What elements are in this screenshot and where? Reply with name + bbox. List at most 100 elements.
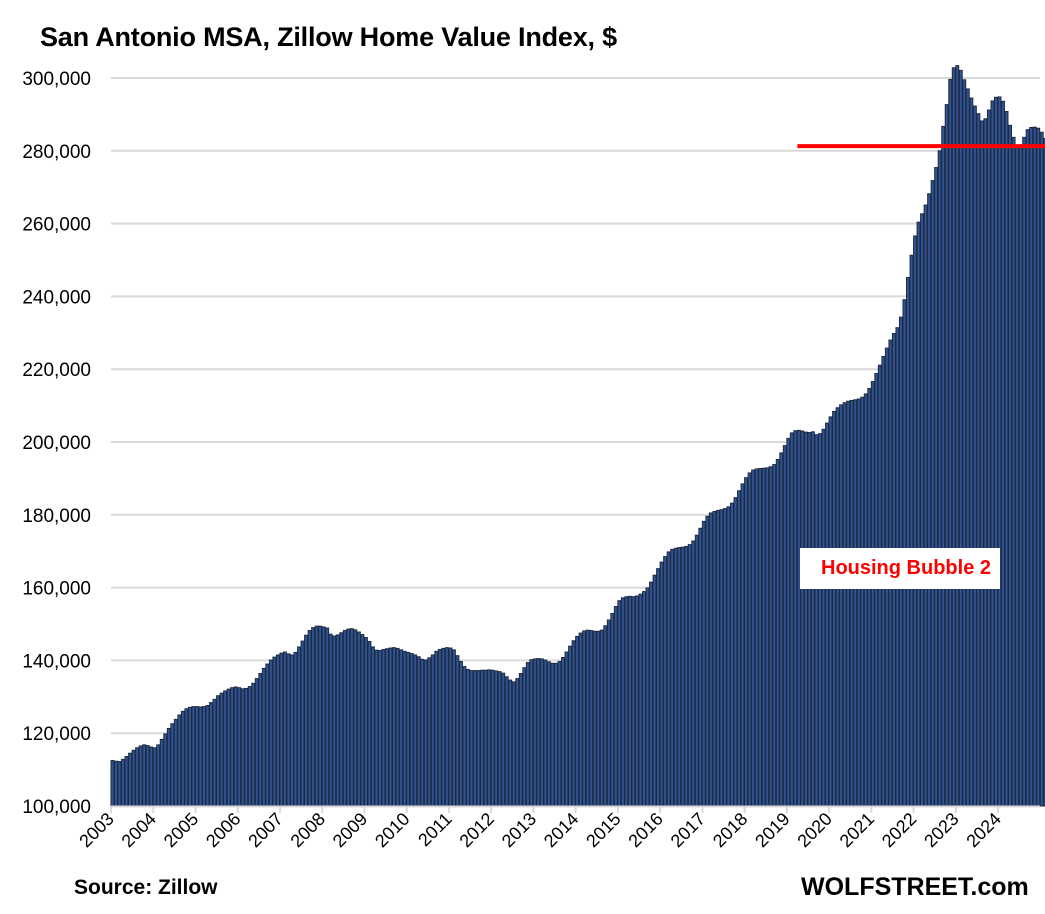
x-tick-label: 2019	[751, 809, 793, 851]
bar	[145, 745, 150, 807]
y-tick-label: 220,000	[22, 360, 91, 381]
bar-series	[110, 65, 1045, 807]
bar	[265, 663, 270, 807]
bar	[955, 65, 960, 807]
bar	[744, 477, 749, 807]
x-axis-labels: 2003 2004 2005 2006 2007 2008 2009 2010 2011 2012…	[75, 809, 1004, 851]
bar	[356, 631, 361, 807]
bar	[906, 276, 910, 807]
bar	[370, 646, 375, 807]
bar	[557, 660, 562, 807]
bar	[473, 670, 477, 807]
bar	[163, 733, 168, 807]
bar	[920, 213, 925, 807]
bar	[194, 706, 199, 807]
bar	[360, 634, 365, 807]
x-tick-label: 2004	[118, 809, 160, 851]
x-tick-label: 2011	[414, 809, 456, 851]
bar	[694, 534, 699, 807]
bar	[395, 647, 400, 807]
bar	[578, 632, 583, 807]
bar	[860, 396, 865, 807]
bar	[793, 430, 798, 807]
bar	[733, 497, 738, 807]
bar	[634, 595, 639, 807]
bar	[342, 630, 347, 807]
bar	[339, 632, 344, 807]
bar	[275, 654, 280, 807]
bar	[958, 69, 963, 807]
bar	[990, 100, 995, 807]
bar	[758, 468, 763, 807]
bar	[490, 669, 495, 807]
bar	[497, 671, 502, 807]
bar	[304, 634, 309, 807]
bar	[392, 647, 397, 807]
x-tick-label: 2020	[793, 809, 835, 851]
bar	[810, 431, 815, 807]
bar	[564, 651, 569, 807]
bar	[765, 467, 770, 807]
bar	[332, 635, 337, 807]
bar	[677, 547, 682, 807]
x-tick-label: 2007	[244, 809, 286, 851]
y-tick-label: 100,000	[22, 797, 91, 818]
bar	[1032, 126, 1037, 807]
bar	[293, 651, 298, 807]
bar	[983, 118, 988, 807]
bar	[994, 96, 998, 807]
bar	[494, 670, 499, 807]
bar	[476, 670, 481, 807]
y-tick-label: 140,000	[22, 651, 91, 672]
bar	[1011, 136, 1016, 807]
bar	[568, 645, 573, 807]
bar	[177, 714, 182, 807]
bar	[610, 612, 615, 807]
bar	[121, 758, 125, 807]
bar	[378, 650, 382, 807]
bar	[673, 547, 678, 807]
bar	[642, 591, 646, 807]
bar	[775, 458, 780, 807]
bar	[374, 649, 379, 807]
bar	[772, 464, 777, 807]
bar	[1008, 124, 1013, 807]
bar	[687, 544, 692, 807]
x-tick-label: 2005	[160, 809, 202, 851]
x-tick-label: 2012	[456, 809, 498, 851]
bar	[645, 587, 650, 807]
x-tick-label: 2015	[582, 809, 624, 851]
bar	[1043, 137, 1045, 807]
bar	[708, 512, 713, 807]
bar	[951, 67, 956, 807]
bar	[603, 625, 608, 807]
bar	[1029, 127, 1034, 807]
bar	[297, 646, 301, 807]
bar	[156, 744, 161, 807]
bar	[965, 88, 970, 807]
bar	[437, 648, 442, 807]
bar	[399, 649, 404, 807]
bar	[349, 628, 354, 807]
bar	[170, 723, 175, 807]
bar	[346, 628, 351, 807]
bar	[230, 687, 235, 807]
bar	[592, 630, 597, 807]
bar	[159, 738, 164, 807]
bar	[205, 705, 210, 807]
x-tick-label: 2009	[329, 809, 371, 851]
bar	[290, 654, 294, 807]
x-tick-label: 2021	[836, 809, 878, 851]
bar	[916, 221, 921, 807]
bar	[240, 688, 245, 807]
bar	[402, 650, 407, 807]
bar	[969, 97, 974, 807]
bar	[944, 104, 949, 807]
bar	[451, 649, 456, 807]
bar	[976, 113, 981, 807]
bar	[420, 658, 425, 807]
bar	[529, 659, 534, 807]
bar	[254, 678, 259, 807]
bar	[663, 556, 668, 807]
bar	[997, 96, 1002, 807]
